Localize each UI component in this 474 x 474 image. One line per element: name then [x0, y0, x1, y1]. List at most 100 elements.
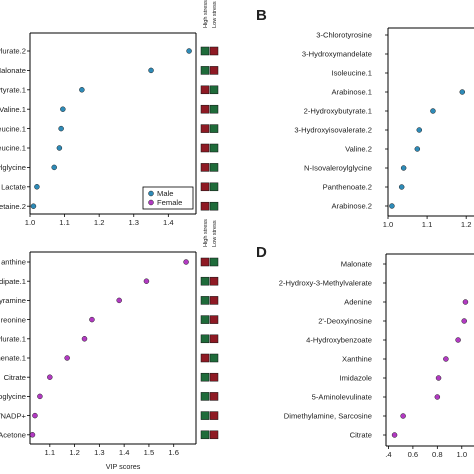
- metabolite-label: 2-Hydroxy-3-Methylvalerate: [279, 279, 372, 288]
- metabolite-label: etaine.2: [0, 202, 26, 211]
- stress-cell-high: [200, 124, 210, 133]
- stress-cell-high: [200, 143, 210, 153]
- metabolite-label: ylglycine: [0, 163, 26, 172]
- x-tick-label: 1.4: [163, 218, 174, 227]
- metabolite-label: 3-Hydroxyisovalerate.2: [294, 126, 372, 135]
- stress-cell-high: [209, 334, 219, 344]
- legend-box: [142, 186, 194, 210]
- x-tick-label: 1.2: [461, 220, 472, 229]
- data-point: [430, 108, 436, 114]
- data-point: [32, 412, 38, 419]
- data-point: [183, 259, 189, 265]
- stress-cell-high: [209, 46, 219, 56]
- data-point: [143, 278, 150, 284]
- stress-header: High stress: [203, 0, 209, 28]
- stress-cell-low: [200, 411, 210, 420]
- panel-3: 1.1 1.2 1.3 1.4 1.5 1.6 VIP scores anthine dipat…: [0, 219, 219, 471]
- stress-cell-low: [200, 392, 210, 401]
- stress-cell-high: [209, 430, 219, 440]
- stress-cell-high: [200, 163, 210, 172]
- stress-cell-low: [200, 296, 210, 305]
- metabolite-label: leucine.1: [0, 124, 26, 133]
- metabolite-label: anthine: [1, 258, 26, 267]
- metabolite-label: Lactate: [1, 183, 26, 192]
- stress-cell-high: [200, 353, 210, 363]
- stress-cell-high: [209, 392, 219, 401]
- data-point: [389, 203, 395, 209]
- stress-header: High stress: [203, 219, 209, 247]
- stress-cell-low: [200, 334, 210, 344]
- data-point: [435, 375, 442, 381]
- stress-cell-low: [209, 124, 219, 133]
- x-tick-label: 1.0: [383, 220, 394, 229]
- panel-1: 1.0 1.1 1.2 1.3 1.4 ylurate.2 Malonate ytyrate.…: [0, 0, 219, 227]
- data-point: [56, 145, 63, 151]
- stress-cell-high: [200, 257, 210, 267]
- stress-cell-high: [209, 315, 219, 324]
- x-axis-label: VIP scores: [106, 462, 141, 471]
- data-point: [116, 297, 122, 304]
- stress-cell-low: [209, 353, 219, 363]
- data-point: [391, 432, 398, 438]
- stress-cell-high: [209, 372, 219, 382]
- metabolite-label: Adenine: [344, 298, 372, 307]
- metabolite-label: dipate.1: [0, 277, 26, 286]
- data-point: [34, 184, 40, 190]
- data-point: [64, 355, 70, 361]
- panel-label: D: [256, 244, 267, 261]
- metabolite-label: /NADP+: [0, 411, 27, 420]
- stress-cell-low: [209, 143, 219, 153]
- metabolite-label: leucine.1: [0, 144, 26, 153]
- metabolite-label: 2-Hydroxybutyrate.1: [304, 107, 372, 116]
- stress-cell-low: [200, 372, 210, 382]
- metabolite-label: 3-Hydroxymandelate: [302, 50, 372, 59]
- metabolite-label: N-Isovaleroylglycine: [304, 164, 372, 173]
- stress-cell-low: [200, 315, 210, 324]
- stress-cell-low: [209, 182, 219, 192]
- metabolite-label: Citrate: [4, 373, 26, 382]
- x-tick-label: 1.1: [45, 448, 56, 457]
- metabolite-label: Arabinose.2: [331, 202, 372, 211]
- stress-cell-low: [200, 276, 210, 286]
- stress-header: Low stress: [212, 220, 218, 247]
- stress-cell-high: [200, 104, 210, 114]
- data-point: [186, 48, 192, 54]
- data-point: [416, 127, 423, 133]
- data-point: [47, 374, 53, 380]
- x-tick-label: 1.0: [456, 450, 467, 459]
- panel-2: B 1.0 1.1 1.2 3-Chlorotyrosine 3-Hydroxymande…: [256, 7, 474, 229]
- data-point: [89, 316, 95, 323]
- legend-entry: Female: [157, 198, 182, 207]
- x-tick-label: 1.1: [422, 220, 433, 229]
- data-point: [400, 165, 407, 171]
- x-tick-label: 1.4: [119, 448, 130, 457]
- metabolite-label: ylurate.2: [0, 47, 26, 56]
- legend-marker: [148, 190, 154, 197]
- stress-cell-high: [200, 182, 210, 192]
- metabolite-label: Acetone: [0, 431, 26, 440]
- metabolite-label: yramine: [0, 296, 26, 305]
- metabolite-label: Citrate: [350, 431, 372, 440]
- data-point: [400, 413, 406, 419]
- data-point: [455, 337, 461, 343]
- data-point: [60, 106, 66, 112]
- stress-cell-high: [209, 296, 219, 305]
- data-point: [398, 184, 405, 190]
- stress-cell-low: [200, 430, 210, 440]
- stress-cell-high: [200, 201, 210, 211]
- x-tick-label: 1.6: [168, 448, 179, 457]
- x-tick-label: 0.8: [432, 450, 443, 459]
- stress-cell-high: [209, 276, 219, 286]
- data-point: [459, 89, 466, 95]
- panel-4: D .4 0.6 0.8 1.0 Malonate 2-Hydroxy-3-Methylva…: [256, 244, 474, 459]
- data-point: [58, 125, 64, 132]
- metabolite-label: Isoleucine.1: [331, 69, 372, 78]
- x-tick-label: 1.0: [25, 218, 36, 227]
- metabolite-label: Panthenoate.2: [323, 183, 372, 192]
- stress-cell-high: [209, 411, 219, 420]
- stress-cell-low: [209, 201, 219, 211]
- data-point: [148, 67, 154, 74]
- stress-cell-low: [209, 85, 219, 95]
- data-point: [462, 299, 469, 305]
